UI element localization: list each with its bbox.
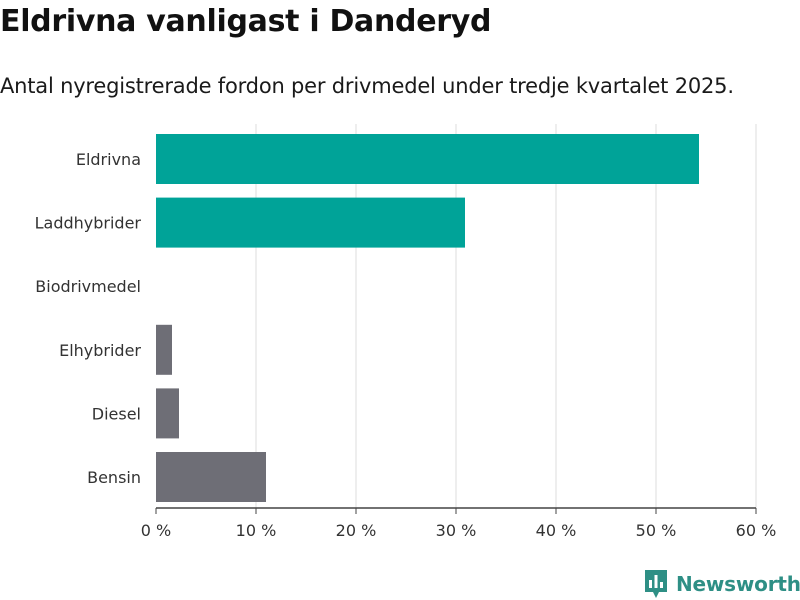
x-tick-label: 20 % [336, 521, 377, 540]
gridlines [255, 124, 757, 508]
x-tick-label: 60 % [736, 521, 777, 540]
bar [156, 324, 172, 375]
bar [156, 197, 465, 248]
bar [156, 452, 266, 502]
category-label: Elhybrider [59, 341, 141, 360]
x-tick-label: 10 % [236, 521, 277, 540]
category-label: Diesel [92, 404, 141, 423]
bar [156, 388, 179, 439]
category-label: Bensin [87, 468, 141, 487]
bar-chart: Eldrivna Laddhybrider Biodrivmedel Elhybrid… [35, 124, 777, 540]
category-label: Eldrivna [76, 150, 141, 169]
x-tick-label: 0 % [141, 521, 171, 540]
chart-title: Eldrivna vanligast i Danderyd [0, 4, 492, 39]
chart-subtitle: Antal nyregistrerade fordon per drivmede… [0, 74, 734, 98]
x-axis: 0 % 10 % 20 % 30 % 40 % 50 % 60 % [141, 507, 777, 540]
x-tick-label: 30 % [436, 521, 477, 540]
x-tick-label: 50 % [636, 521, 677, 540]
newsworthy-logo-icon [645, 570, 667, 598]
category-label: Biodrivmedel [35, 277, 141, 296]
bars [156, 134, 699, 502]
category-label: Laddhybrider [35, 214, 142, 233]
newsworthy-logo: Newsworthy [644, 569, 800, 599]
category-labels: Eldrivna Laddhybrider Biodrivmedel Elhybrid… [35, 150, 142, 487]
newsworthy-logo-text: Newsworthy [676, 572, 800, 596]
bar [156, 134, 699, 184]
x-tick-label: 40 % [536, 521, 577, 540]
